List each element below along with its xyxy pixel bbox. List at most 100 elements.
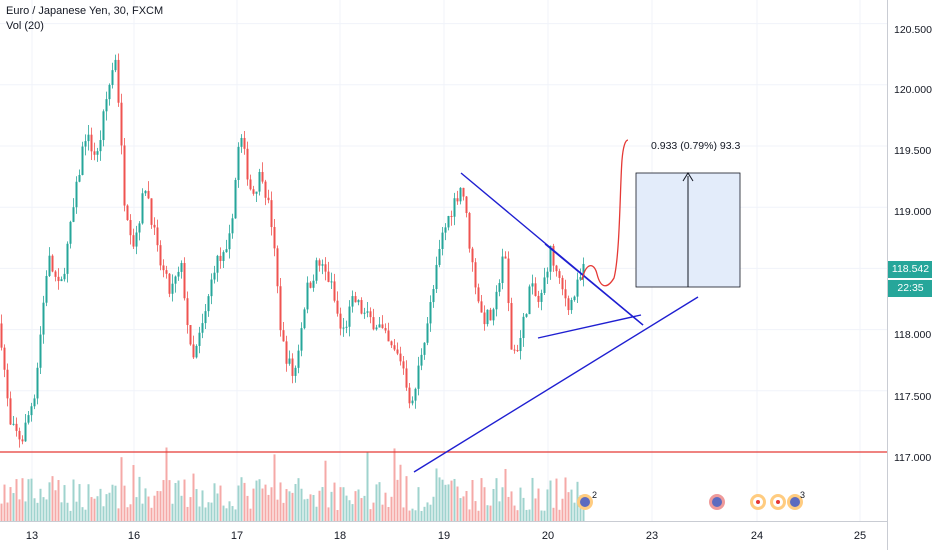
volume-bar [66,502,69,521]
candle [522,316,525,339]
volume-bar [417,487,420,521]
candle [312,280,315,288]
candle [297,350,300,368]
volume-bar [138,476,141,521]
trendline-lower[interactable] [413,296,699,473]
candle [120,102,123,146]
candle [429,302,432,324]
candle [516,350,519,352]
candle [18,430,21,440]
candle [384,328,387,331]
volume-bar [183,479,186,521]
candle [393,345,396,350]
volume-bar [291,492,294,521]
volume-bar [27,479,30,521]
volume-bar [180,495,183,521]
volume-bar [75,501,78,521]
economic-event-icon[interactable] [787,494,803,510]
candle [366,311,369,313]
volume-bar [300,488,303,521]
volume-bar [405,476,408,521]
price-axis[interactable]: 120.500 120.000 119.500 119.000 118.000 … [887,0,932,550]
volume-bar [489,505,492,521]
volume-bar [453,478,456,521]
candle [42,302,45,335]
candle [30,406,33,416]
volume-bar [21,478,24,521]
candle [75,181,78,208]
candle [24,422,27,442]
volume-bar [294,483,297,521]
candle [291,358,294,376]
candle [114,59,117,71]
candle [201,323,204,333]
time-tick: 25 [853,530,867,542]
trendline-inner-upper[interactable] [544,243,644,326]
candle [177,271,180,277]
candle [549,245,552,272]
volume-bar [351,504,354,521]
candle [303,309,306,329]
time-tick: 20 [541,530,555,542]
candle [447,215,450,228]
candle [15,423,18,431]
chart-area[interactable]: Euro / Japanese Yen, 30, FXCM Vol (20) 0… [0,0,887,521]
candle [411,400,414,404]
candle [504,256,507,259]
candle [435,264,438,290]
measure-tool[interactable] [635,172,741,288]
candle [3,347,6,370]
volume-bar [135,497,138,521]
volume-bar [471,479,474,521]
candle [210,279,213,297]
candle [450,215,453,217]
candle [318,260,321,266]
candle [531,283,534,287]
volume-bar [486,505,489,521]
volume-bar [450,480,453,521]
candle [513,349,516,351]
candle [93,151,96,155]
volume-legend[interactable]: Vol (20) [6,20,44,32]
volume-bar [258,479,261,521]
candle [387,330,390,342]
volume-bar [228,501,231,521]
current-price-badge: 118.542 [888,261,932,278]
volume-bar [525,509,528,521]
projection-curve[interactable] [581,139,629,287]
candle [426,323,429,343]
candle [438,248,441,265]
volume-bar [549,480,552,521]
volume-bar [399,464,402,521]
volume-bar [345,495,348,521]
economic-event-icon[interactable] [577,494,593,510]
candle [54,271,57,277]
symbol-legend[interactable]: Euro / Japanese Yen, 30, FXCM [6,5,164,17]
candle [159,245,162,266]
time-axis[interactable]: 13 16 17 18 19 20 23 24 25 [0,521,887,551]
volume-bar [150,507,153,521]
economic-event-icon[interactable] [709,494,725,510]
candle [150,198,153,225]
volume-bar [363,495,366,521]
candle [294,367,297,376]
candle [471,248,474,263]
volume-bar [477,510,480,521]
triangle-pattern[interactable] [413,172,699,473]
volume-bar [510,491,513,521]
volume-bar [369,509,372,521]
chart-canvas[interactable] [0,0,887,521]
volume-bar [30,478,33,521]
candle [255,191,258,194]
volume-bar [315,506,318,521]
candle [456,198,459,202]
volume-bar [297,478,300,521]
volume-bar [390,496,393,521]
candle [246,148,249,180]
trendline-inner-lower[interactable] [537,314,642,339]
candle [189,325,192,345]
volume-bar [396,479,399,521]
measure-label: 0.933 (0.79%) 93.3 [651,140,741,152]
candle [123,145,126,206]
candle [99,140,102,152]
